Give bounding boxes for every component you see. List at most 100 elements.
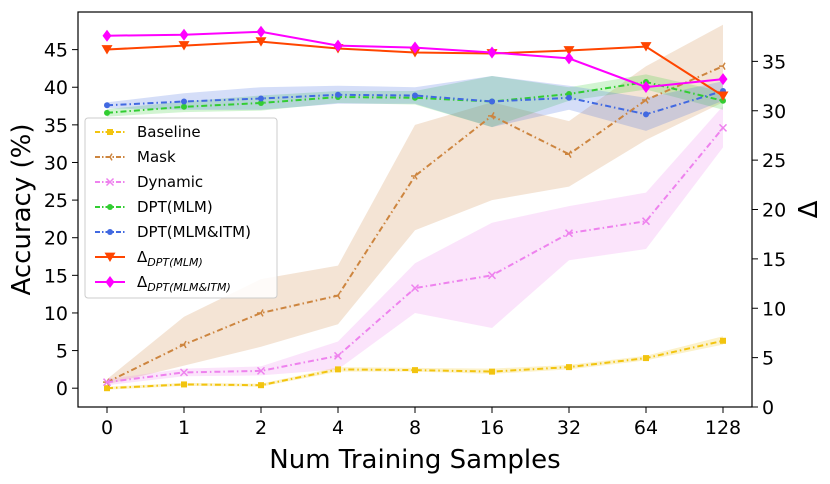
x-axis-label: Num Training Samples [269,445,560,475]
point-4-2 [258,95,264,102]
legend-label-sub-6: DPT(MLM&ITM) [147,281,231,294]
point-1-6 [565,150,572,158]
y-tick-label-8: 40 [44,77,68,99]
legend-label-4: DPT(MLM&ITM) [137,223,251,241]
point-2-8 [718,123,728,132]
point-4-6 [566,94,572,101]
point-0-1 [181,381,187,388]
point-6-0 [102,29,112,42]
y2-tick-label-5: 25 [762,150,786,172]
series-line-3 [106,80,724,114]
y-tick-label-9: 45 [44,40,68,62]
point-6-2 [256,25,266,38]
legend-box [84,117,278,299]
y-tick-label-1: 5 [56,341,68,363]
point-0-8 [720,337,726,344]
point-5-2 [255,37,267,47]
legend-label-0: Baseline [137,123,201,141]
y2-tick-label-1: 5 [762,348,774,370]
point-1-1 [180,340,187,349]
x-tick-label-6: 32 [557,417,581,439]
band-4 [107,76,723,131]
point-1-4 [411,172,418,180]
y2-tick-label-6: 30 [762,101,786,123]
point-3-2 [258,100,264,107]
point-0-4 [412,367,418,374]
point-0-7 [643,355,649,362]
legend-swatch-marker-2 [105,177,115,187]
point-0-2 [258,382,264,389]
legend-swatch-marker-6 [105,276,115,288]
x-tick-label-8: 128 [705,417,741,439]
legend-swatch-marker-5 [104,252,116,262]
y2-tick-label-2: 10 [762,298,786,320]
legend-swatch-marker-0 [107,129,113,135]
point-2-2 [256,366,266,375]
legend-label-main-5: Δ [137,248,148,266]
y-axis-label: Accuracy (%) [7,124,37,296]
legend-label-5: ΔDPT(MLM) [137,248,203,269]
y-tick-label-2: 10 [44,303,68,325]
point-0-5 [489,368,495,375]
point-1-2 [257,309,264,317]
y-tick-label-4: 20 [44,228,68,250]
x-tick-label-1: 1 [178,417,190,439]
band-0 [107,336,723,390]
legend-swatch-marker-1 [106,153,113,161]
y2-tick-label-7: 35 [762,51,786,73]
x-tick-label-0: 0 [101,417,113,439]
legend-label-main-6: Δ [137,273,148,291]
legend-swatch-marker-4 [107,229,113,235]
point-3-1 [181,103,187,110]
y2-tick-label-3: 15 [762,249,786,271]
x-tick-label-2: 2 [255,417,267,439]
y-tick-label-3: 15 [44,265,68,287]
point-4-7 [643,111,649,118]
point-5-8 [717,91,729,101]
point-5-7 [640,42,652,52]
y2-tick-label-0: 0 [762,397,774,419]
x-tick-label-4: 8 [409,417,421,439]
point-2-3 [333,351,343,360]
y2-axis-label: Δ [794,200,824,218]
point-2-6 [564,229,574,238]
legend-label-2: Dynamic [137,173,203,191]
point-2-5 [487,271,497,280]
point-1-8 [719,62,726,70]
point-2-1 [179,368,189,377]
series-line-0 [106,339,724,390]
point-2-7 [641,217,651,226]
point-4-5 [489,98,495,105]
y-tick-label-6: 30 [44,152,68,174]
point-4-0 [104,102,110,109]
point-6-4 [410,41,420,54]
y-tick-label-5: 25 [44,190,68,212]
point-1-5 [488,112,495,120]
x-tick-label-3: 4 [332,417,344,439]
series-line-4 [106,90,724,116]
point-1-7 [642,96,649,104]
point-6-5 [487,46,497,59]
band-2 [107,106,723,386]
point-4-1 [181,98,187,105]
point-2-4 [410,284,420,293]
point-6-3 [333,39,343,52]
x-tick-label-5: 16 [480,417,504,439]
point-5-6 [563,46,575,56]
legend-label-1: Mask [137,148,176,166]
legend-label-6: ΔDPT(MLM&ITM) [137,273,231,294]
point-6-6 [564,52,574,65]
y2-tick-label-4: 20 [762,200,786,222]
point-3-0 [104,109,110,116]
legend-label-sub-5: DPT(MLM) [147,256,203,269]
series-line-1 [106,65,724,384]
point-6-7 [641,81,651,94]
point-1-3 [334,291,341,300]
x-tick-label-7: 64 [634,417,658,439]
point-5-0 [101,45,113,55]
point-6-8 [718,73,728,86]
point-4-3 [335,91,341,98]
y-tick-label-7: 35 [44,115,68,137]
